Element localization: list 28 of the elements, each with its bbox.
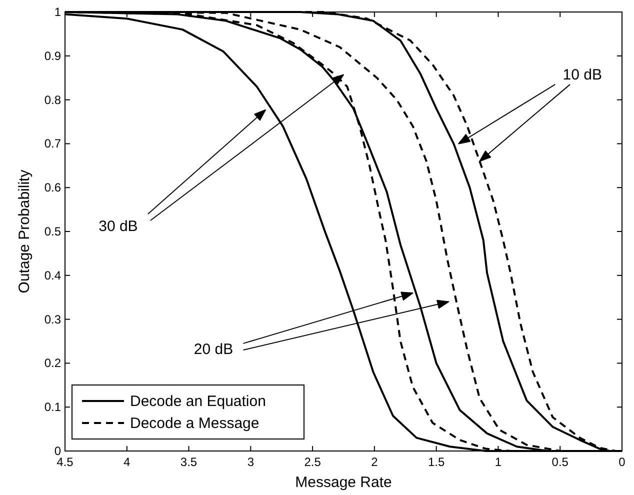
y-axis-title: Outage Probability xyxy=(16,169,33,294)
annotation: 20 dB xyxy=(194,340,234,358)
legend-label: Decode a Message xyxy=(130,415,260,432)
y-tick-label: 0.2 xyxy=(44,356,62,370)
x-tick-label: 1 xyxy=(494,455,502,469)
x-tick-label: 0.5 xyxy=(552,455,569,469)
x-tick-label: 3.5 xyxy=(180,455,198,469)
x-tick-label: 2.5 xyxy=(304,455,322,469)
y-tick-label: 0 xyxy=(54,444,62,458)
x-tick-label: 1.5 xyxy=(428,455,445,469)
x-axis-title: Message Rate xyxy=(295,474,392,491)
annotation: 10 dB xyxy=(562,66,602,84)
y-tick-label: 0.6 xyxy=(44,180,62,195)
x-tick-label: 2 xyxy=(371,455,378,469)
y-tick-label: 0.5 xyxy=(44,224,62,238)
x-tick-label: 3 xyxy=(247,455,254,469)
legend-label: Decode an Equation xyxy=(130,393,266,410)
y-tick-label: 0.9 xyxy=(44,48,62,63)
y-tick-label: 0.7 xyxy=(44,136,62,151)
y-tick-label: 0.1 xyxy=(44,400,62,414)
annotation: 30 dB xyxy=(98,218,138,235)
x-tick-label: 4 xyxy=(124,455,131,469)
y-tick-label: 0.3 xyxy=(44,312,62,326)
x-tick-label: 4.5 xyxy=(56,455,74,469)
y-tick-label: 1 xyxy=(54,5,62,19)
y-tick-label: 0.8 xyxy=(44,92,62,107)
x-tick-label: 0 xyxy=(618,455,626,469)
y-tick-label: 0.4 xyxy=(44,268,62,282)
